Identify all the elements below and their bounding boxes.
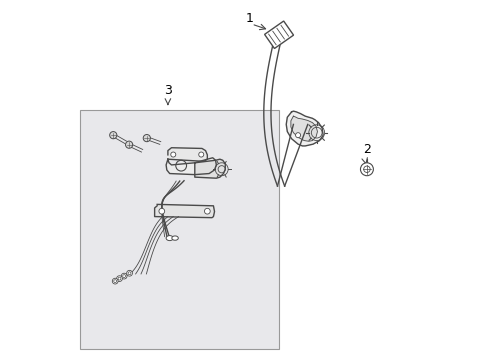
Polygon shape — [168, 148, 207, 161]
Text: 2: 2 — [364, 143, 371, 156]
Polygon shape — [291, 116, 318, 141]
Circle shape — [143, 135, 150, 142]
Circle shape — [125, 141, 133, 148]
Circle shape — [122, 273, 127, 279]
Circle shape — [110, 132, 117, 139]
FancyBboxPatch shape — [265, 21, 294, 49]
Circle shape — [295, 133, 300, 138]
Circle shape — [159, 208, 165, 214]
Ellipse shape — [172, 236, 178, 240]
Circle shape — [204, 208, 210, 214]
Polygon shape — [155, 204, 215, 218]
Circle shape — [112, 278, 118, 284]
Ellipse shape — [166, 235, 173, 240]
Circle shape — [361, 163, 373, 176]
Bar — [80, 110, 279, 348]
Text: 1: 1 — [246, 12, 254, 25]
Circle shape — [171, 152, 176, 157]
Text: 3: 3 — [164, 84, 171, 97]
Circle shape — [126, 270, 132, 276]
Polygon shape — [195, 159, 225, 178]
Polygon shape — [286, 111, 323, 146]
Polygon shape — [166, 158, 216, 175]
Circle shape — [199, 152, 204, 157]
Circle shape — [117, 276, 122, 282]
